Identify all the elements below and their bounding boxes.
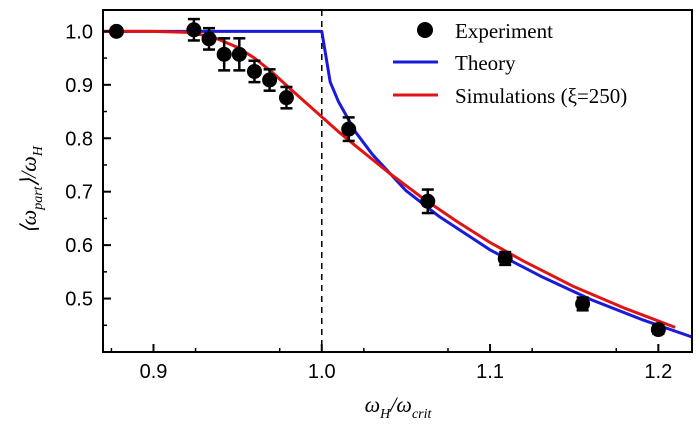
axis-ticks xyxy=(103,30,660,352)
data-point xyxy=(108,23,124,39)
y-tick-label: 0.7 xyxy=(65,182,93,204)
data-point xyxy=(231,46,247,62)
y-tick-label: 0.9 xyxy=(65,75,93,97)
x-tick-label: 0.9 xyxy=(140,361,168,383)
legend-label-theory: Theory xyxy=(455,51,516,75)
series-line-simulations xyxy=(103,29,676,329)
y-tick-label: 1.0 xyxy=(65,21,93,43)
x-tick-label: 1.2 xyxy=(644,361,672,383)
legend-label-experiment: Experiment xyxy=(455,19,553,43)
data-point xyxy=(575,296,591,312)
axis-tick-labels: 0.9 1.0 1.1 1.2 0.5 0.6 0.7 0.8 0.9 1.0 xyxy=(65,21,672,383)
plot-frame xyxy=(102,9,693,353)
y-tick-label: 0.5 xyxy=(65,289,93,311)
data-point xyxy=(186,22,202,38)
data-point xyxy=(650,322,666,338)
x-tick-label: 1.1 xyxy=(476,361,504,383)
y-axis-label-text: ⟨ωpart⟩/ωH xyxy=(16,145,46,234)
x-axis-label-text: ωH/ωcrit xyxy=(365,392,433,422)
y-tick-label: 0.6 xyxy=(65,235,93,257)
plot-area xyxy=(103,10,693,352)
data-point xyxy=(341,121,357,137)
data-point xyxy=(201,31,217,47)
x-axis-label: ωH/ωcrit xyxy=(365,392,433,422)
y-axis-label: ⟨ωpart⟩/ωH xyxy=(16,145,46,234)
legend: Experiment Theory Simulations (ξ=250) xyxy=(393,19,627,108)
data-point xyxy=(497,250,513,266)
data-point xyxy=(246,63,262,79)
data-point xyxy=(262,72,278,88)
x-tick-label: 1.0 xyxy=(308,361,336,383)
data-point xyxy=(420,193,436,209)
y-tick-label: 0.8 xyxy=(65,128,93,150)
legend-marker-experiment xyxy=(417,22,433,38)
data-point xyxy=(216,46,232,62)
data-point xyxy=(278,90,294,106)
legend-label-simulations: Simulations (ξ=250) xyxy=(455,84,627,108)
series-line-theory xyxy=(103,29,693,339)
